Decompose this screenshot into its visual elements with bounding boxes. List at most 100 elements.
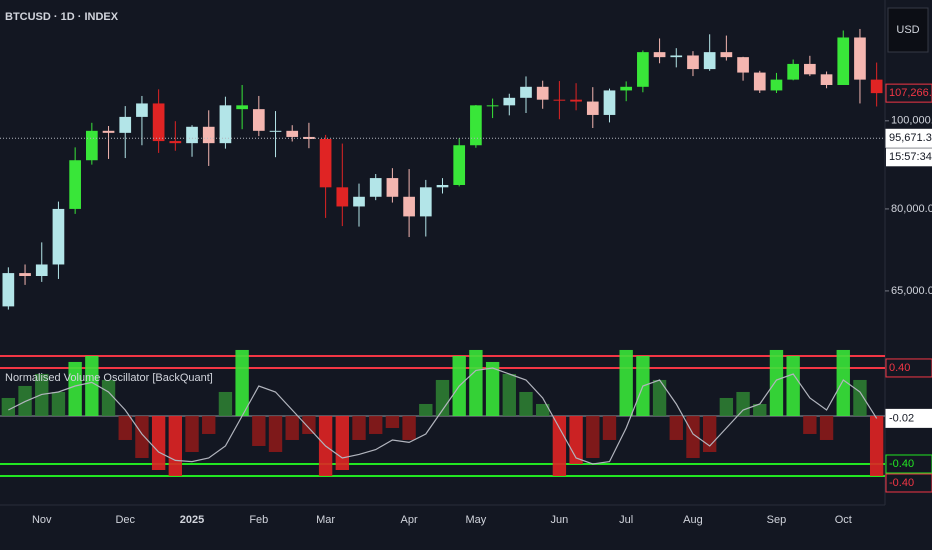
symbol-title: BTCUSD · 1D · INDEX xyxy=(5,11,119,23)
histogram-bar xyxy=(135,415,149,458)
candle-body xyxy=(520,86,532,98)
histogram-bar xyxy=(786,355,800,416)
histogram-bar xyxy=(586,415,600,458)
candle-body xyxy=(837,37,850,85)
currency: USD xyxy=(896,24,919,36)
x-tick-label: 2025 xyxy=(180,514,204,526)
price-tag xyxy=(885,128,932,148)
candle-body xyxy=(186,126,198,144)
histogram-bar xyxy=(485,361,500,416)
candle-body xyxy=(52,208,65,265)
candle-body xyxy=(737,57,749,73)
currency-box[interactable] xyxy=(887,7,929,53)
histogram-bar xyxy=(285,415,299,440)
candle-body xyxy=(436,184,449,188)
histogram-bar xyxy=(352,415,366,440)
y-tick-label: 80,000.00 xyxy=(891,203,932,215)
candle-body xyxy=(252,109,265,131)
candle-body xyxy=(486,105,499,107)
y-tick-label: 100,000.00 xyxy=(891,115,932,127)
histogram-bar xyxy=(502,373,516,416)
histogram-bar xyxy=(1,397,16,416)
candle-body xyxy=(102,130,115,133)
price-tag xyxy=(885,358,932,378)
candle-body xyxy=(2,273,15,307)
candle-body xyxy=(403,196,415,217)
x-tick-label: Jun xyxy=(551,514,569,526)
histogram-bar xyxy=(218,391,233,416)
histogram-bar xyxy=(686,415,700,458)
price-tag-label: 95,671.35 xyxy=(889,132,932,144)
histogram-bar xyxy=(335,415,349,470)
candle-body xyxy=(753,72,766,91)
histogram-bar xyxy=(652,379,667,416)
x-tick-label: Dec xyxy=(115,514,135,526)
candle-body xyxy=(286,130,299,137)
candle-body xyxy=(169,141,182,144)
histogram-bar xyxy=(168,415,183,476)
histogram-bar xyxy=(719,397,734,416)
histogram-bar xyxy=(536,403,550,416)
candle-body xyxy=(202,126,215,144)
candle-body xyxy=(703,52,716,70)
candle-body xyxy=(19,273,31,277)
price-tag xyxy=(885,408,932,428)
price-tag xyxy=(885,83,932,103)
price-tag xyxy=(885,454,932,474)
histogram-bar xyxy=(803,415,817,434)
histogram-bar xyxy=(669,415,683,440)
candle-body xyxy=(35,264,48,277)
candle-body xyxy=(152,103,165,142)
histogram-bar xyxy=(836,349,850,416)
candle-body xyxy=(386,178,399,197)
histogram-bar xyxy=(419,403,433,416)
histogram-bar xyxy=(385,415,400,428)
candle-body xyxy=(687,55,699,70)
histogram-bar xyxy=(753,403,767,416)
histogram-bar xyxy=(235,349,249,416)
candle-body xyxy=(670,55,683,58)
candle-body xyxy=(303,136,315,140)
x-tick-label: Nov xyxy=(32,514,52,526)
candle-body xyxy=(119,116,132,133)
candle-body xyxy=(85,130,98,161)
candle-body xyxy=(720,52,733,58)
candle-body xyxy=(369,178,382,197)
countdown: 15:57:34 xyxy=(889,151,932,163)
x-tick-label: Feb xyxy=(249,514,268,526)
candle-body xyxy=(854,37,866,80)
histogram-bar xyxy=(101,379,116,416)
histogram-bar xyxy=(552,415,567,476)
candle-body xyxy=(319,139,332,188)
histogram-bar xyxy=(68,361,82,416)
histogram-bar xyxy=(819,415,834,440)
histogram-bar xyxy=(435,379,450,416)
candle-body xyxy=(770,79,783,91)
histogram-bar xyxy=(769,349,784,416)
candle-body xyxy=(219,105,232,144)
histogram-bar xyxy=(185,415,199,452)
histogram-bar xyxy=(118,415,132,440)
candle-body xyxy=(353,196,365,207)
histogram-bar xyxy=(51,391,66,416)
histogram-bar xyxy=(85,355,99,416)
x-tick-label: Jul xyxy=(619,514,633,526)
candle-body xyxy=(136,103,148,117)
candle-body xyxy=(453,145,466,185)
y-tick-label: 65,000.00 xyxy=(891,285,932,297)
x-tick-label: Oct xyxy=(835,514,852,526)
candle-body xyxy=(620,86,633,91)
price-tag xyxy=(885,473,932,493)
plot: 65,000.00 80,000.00 100,000.00 xyxy=(0,28,932,477)
candle-body xyxy=(804,63,816,75)
candle-body xyxy=(603,90,616,115)
candle-body xyxy=(419,187,432,217)
candle-body xyxy=(269,130,282,132)
candle-body xyxy=(236,105,248,110)
histogram-bar xyxy=(469,349,483,416)
candle-body xyxy=(787,63,800,80)
candle-body xyxy=(470,105,482,146)
signal-line xyxy=(8,367,878,465)
